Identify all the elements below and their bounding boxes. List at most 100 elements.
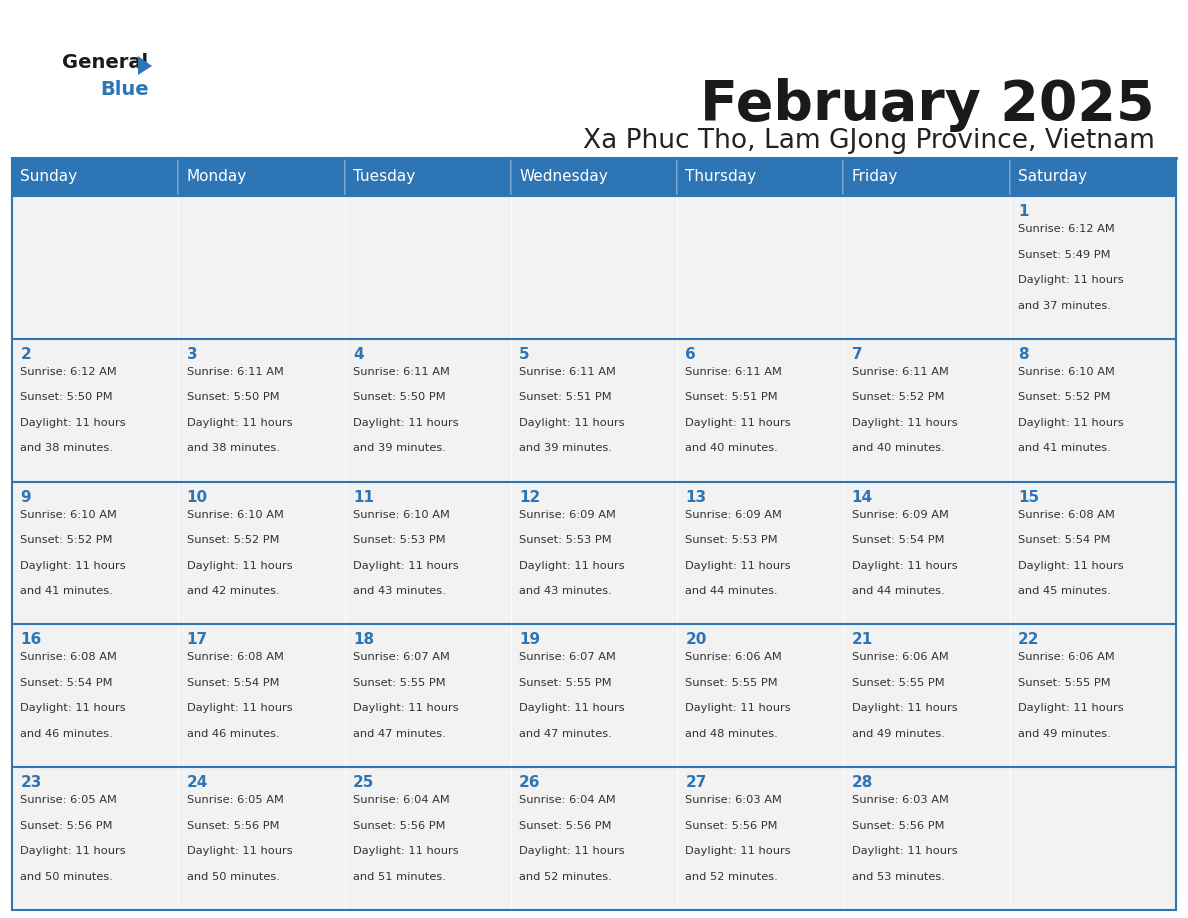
Text: and 47 minutes.: and 47 minutes. [519, 729, 612, 739]
Text: Daylight: 11 hours: Daylight: 11 hours [519, 561, 625, 571]
Bar [345, 339, 511, 482]
Text: Xa Phuc Tho, Lam GJong Province, Vietnam: Xa Phuc Tho, Lam GJong Province, Vietnam [583, 128, 1155, 154]
Text: Sunset: 5:55 PM: Sunset: 5:55 PM [852, 677, 944, 688]
Text: Sunrise: 6:10 AM: Sunrise: 6:10 AM [353, 509, 450, 520]
Text: Daylight: 11 hours: Daylight: 11 hours [1018, 561, 1124, 571]
Bar [345, 767, 511, 910]
Text: and 44 minutes.: and 44 minutes. [685, 586, 778, 596]
Text: Sunrise: 6:07 AM: Sunrise: 6:07 AM [519, 653, 617, 663]
Text: Daylight: 11 hours: Daylight: 11 hours [519, 418, 625, 428]
Bar [511, 339, 677, 482]
Text: Sunset: 5:53 PM: Sunset: 5:53 PM [353, 535, 446, 545]
Text: 12: 12 [519, 489, 541, 505]
Text: 5: 5 [519, 347, 530, 362]
Text: Sunrise: 6:06 AM: Sunrise: 6:06 AM [1018, 653, 1114, 663]
Text: Sunset: 5:52 PM: Sunset: 5:52 PM [20, 535, 113, 545]
Text: Daylight: 11 hours: Daylight: 11 hours [353, 561, 459, 571]
Bar [843, 158, 1010, 196]
Bar [511, 158, 677, 196]
Text: 24: 24 [187, 775, 208, 790]
Bar [178, 158, 345, 196]
Text: 8: 8 [1018, 347, 1029, 362]
Bar [345, 624, 511, 767]
Bar [345, 482, 511, 624]
Bar [511, 196, 677, 339]
Text: Sunrise: 6:08 AM: Sunrise: 6:08 AM [1018, 509, 1114, 520]
Text: Sunset: 5:51 PM: Sunset: 5:51 PM [519, 392, 612, 402]
Text: 13: 13 [685, 489, 707, 505]
Text: 15: 15 [1018, 489, 1040, 505]
Text: and 40 minutes.: and 40 minutes. [852, 443, 944, 453]
Text: Sunset: 5:53 PM: Sunset: 5:53 PM [685, 535, 778, 545]
Bar [1010, 196, 1176, 339]
Text: and 48 minutes.: and 48 minutes. [685, 729, 778, 739]
Text: Daylight: 11 hours: Daylight: 11 hours [20, 703, 126, 713]
Bar [511, 482, 677, 624]
Bar [345, 196, 511, 339]
Text: Friday: Friday [852, 170, 898, 185]
Text: and 49 minutes.: and 49 minutes. [1018, 729, 1111, 739]
Text: Sunset: 5:51 PM: Sunset: 5:51 PM [685, 392, 778, 402]
Text: and 42 minutes.: and 42 minutes. [187, 586, 279, 596]
Bar [843, 482, 1010, 624]
Polygon shape [138, 56, 152, 75]
Bar [178, 196, 345, 339]
Text: 26: 26 [519, 775, 541, 790]
Text: Thursday: Thursday [685, 170, 757, 185]
Text: Sunset: 5:49 PM: Sunset: 5:49 PM [1018, 250, 1111, 260]
Text: 17: 17 [187, 633, 208, 647]
Text: Sunset: 5:55 PM: Sunset: 5:55 PM [519, 677, 612, 688]
Bar [12, 196, 178, 339]
Text: and 47 minutes.: and 47 minutes. [353, 729, 446, 739]
Text: Sunrise: 6:03 AM: Sunrise: 6:03 AM [852, 795, 948, 805]
Text: 7: 7 [852, 347, 862, 362]
Text: Saturday: Saturday [1018, 170, 1087, 185]
Text: Daylight: 11 hours: Daylight: 11 hours [353, 703, 459, 713]
Text: 11: 11 [353, 489, 374, 505]
Text: and 41 minutes.: and 41 minutes. [20, 586, 113, 596]
Text: Sunrise: 6:05 AM: Sunrise: 6:05 AM [187, 795, 284, 805]
Text: Sunset: 5:55 PM: Sunset: 5:55 PM [353, 677, 446, 688]
Text: Sunset: 5:54 PM: Sunset: 5:54 PM [852, 535, 944, 545]
Text: Sunset: 5:56 PM: Sunset: 5:56 PM [20, 821, 113, 831]
Bar [12, 767, 178, 910]
Text: Sunset: 5:56 PM: Sunset: 5:56 PM [852, 821, 944, 831]
Text: and 52 minutes.: and 52 minutes. [685, 872, 778, 881]
Text: Sunrise: 6:08 AM: Sunrise: 6:08 AM [20, 653, 118, 663]
Bar [12, 158, 178, 196]
Bar [1010, 767, 1176, 910]
Text: and 37 minutes.: and 37 minutes. [1018, 300, 1111, 310]
Bar [178, 767, 345, 910]
Text: 6: 6 [685, 347, 696, 362]
Text: and 45 minutes.: and 45 minutes. [1018, 586, 1111, 596]
Text: and 38 minutes.: and 38 minutes. [20, 443, 113, 453]
Text: Sunset: 5:50 PM: Sunset: 5:50 PM [187, 392, 279, 402]
Text: Sunrise: 6:04 AM: Sunrise: 6:04 AM [353, 795, 449, 805]
Bar [12, 158, 1176, 910]
Text: Daylight: 11 hours: Daylight: 11 hours [685, 703, 791, 713]
Bar [1010, 339, 1176, 482]
Text: and 51 minutes.: and 51 minutes. [353, 872, 446, 881]
Text: Daylight: 11 hours: Daylight: 11 hours [353, 846, 459, 856]
Bar [178, 624, 345, 767]
Bar [843, 196, 1010, 339]
Text: Daylight: 11 hours: Daylight: 11 hours [187, 561, 292, 571]
Text: Daylight: 11 hours: Daylight: 11 hours [685, 418, 791, 428]
Text: 22: 22 [1018, 633, 1040, 647]
Text: and 40 minutes.: and 40 minutes. [685, 443, 778, 453]
Text: Daylight: 11 hours: Daylight: 11 hours [353, 418, 459, 428]
Text: Sunset: 5:52 PM: Sunset: 5:52 PM [852, 392, 944, 402]
Text: and 43 minutes.: and 43 minutes. [519, 586, 612, 596]
Text: 1: 1 [1018, 204, 1029, 219]
Text: 25: 25 [353, 775, 374, 790]
Text: Sunrise: 6:09 AM: Sunrise: 6:09 AM [519, 509, 617, 520]
Text: Daylight: 11 hours: Daylight: 11 hours [685, 846, 791, 856]
Text: and 49 minutes.: and 49 minutes. [852, 729, 944, 739]
Text: Sunrise: 6:05 AM: Sunrise: 6:05 AM [20, 795, 118, 805]
Text: Sunrise: 6:11 AM: Sunrise: 6:11 AM [685, 367, 783, 376]
Text: Sunrise: 6:10 AM: Sunrise: 6:10 AM [187, 509, 284, 520]
Text: Daylight: 11 hours: Daylight: 11 hours [1018, 418, 1124, 428]
Bar [843, 767, 1010, 910]
Bar [511, 624, 677, 767]
Text: Daylight: 11 hours: Daylight: 11 hours [20, 561, 126, 571]
